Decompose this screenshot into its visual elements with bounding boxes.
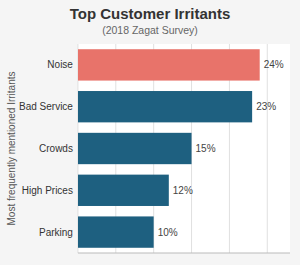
y-tick-label: Parking bbox=[39, 227, 73, 238]
grid-line bbox=[267, 44, 268, 253]
bar bbox=[78, 216, 154, 247]
bars bbox=[78, 49, 260, 248]
bar bbox=[78, 49, 260, 80]
data-label: 15% bbox=[196, 143, 216, 154]
y-tick-label: Bad Service bbox=[19, 101, 73, 112]
y-axis-label: Most frequently mentioned Irritants bbox=[6, 72, 17, 226]
y-tick-label: Crowds bbox=[39, 143, 73, 154]
data-label: 24% bbox=[264, 59, 284, 70]
data-label: 12% bbox=[173, 185, 193, 196]
chart-container: Top Customer Irritants (2018 Zagat Survey… bbox=[0, 0, 300, 265]
chart: Top Customer Irritants (2018 Zagat Survey… bbox=[0, 0, 300, 265]
title: Top Customer Irritants bbox=[70, 5, 231, 22]
x-axis-line bbox=[78, 253, 290, 254]
plot-area bbox=[78, 44, 290, 253]
subtitle: (2018 Zagat Survey) bbox=[102, 24, 198, 36]
data-label: 10% bbox=[158, 227, 178, 238]
bar bbox=[78, 175, 169, 206]
y-tick-label: High Prices bbox=[22, 185, 73, 196]
bar bbox=[78, 133, 192, 164]
bar bbox=[78, 91, 252, 122]
data-label: 23% bbox=[256, 101, 276, 112]
y-tick-label: Noise bbox=[47, 59, 73, 70]
